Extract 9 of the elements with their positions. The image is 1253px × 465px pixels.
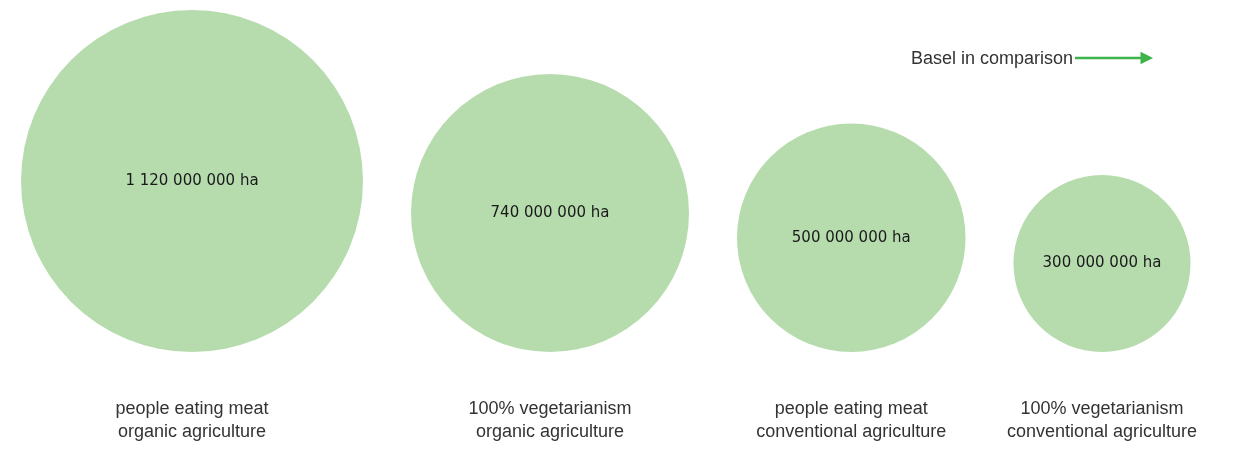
category-label: 100% vegetarianism organic agriculture xyxy=(468,398,632,442)
data-label: 500 000 000 ha xyxy=(791,227,911,246)
category-label: people eating meat organic agriculture xyxy=(115,398,269,442)
data-label: 300 000 000 ha xyxy=(1042,253,1162,272)
category-label: people eating meat conventional agriculture xyxy=(756,398,947,442)
text: Basel in comparison xyxy=(911,48,1074,68)
category-label: 100% vegetarianism conventional agriculture xyxy=(1006,398,1198,442)
data-label: 740 000 000 ha xyxy=(490,202,610,221)
data-label: 1 120 000 000 ha xyxy=(125,170,259,189)
